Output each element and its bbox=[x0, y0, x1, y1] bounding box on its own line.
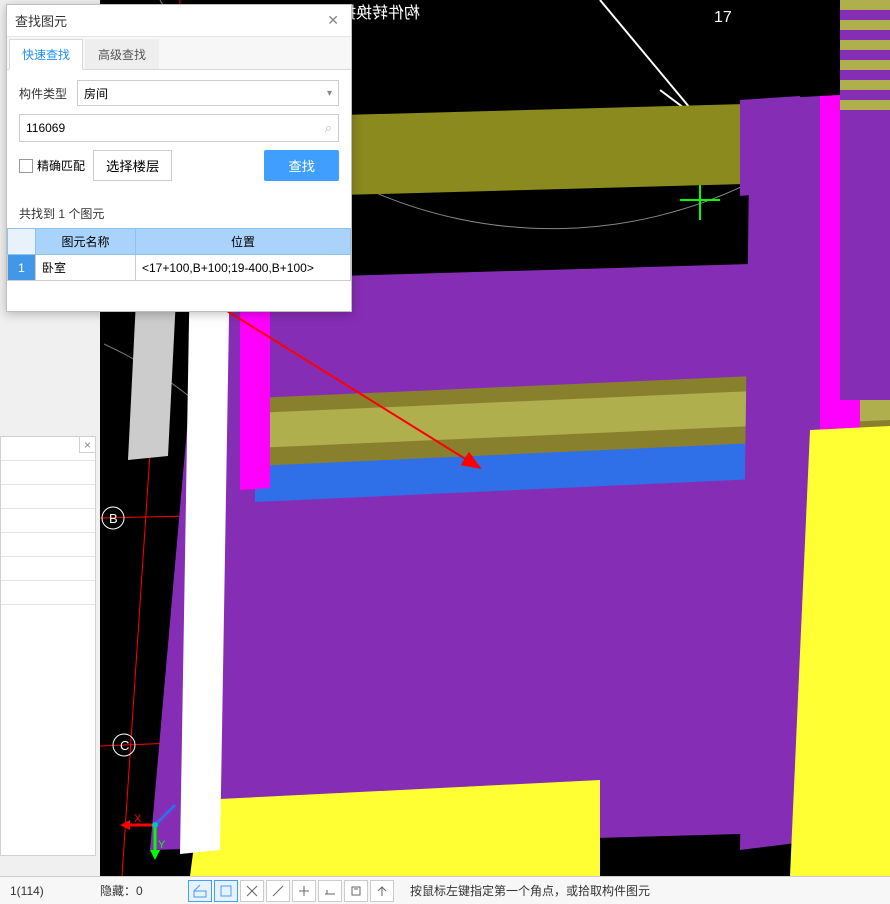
cross-select-icon[interactable] bbox=[240, 880, 264, 902]
exact-match-checkbox[interactable]: 精确匹配 bbox=[19, 157, 85, 174]
type-label: 构件类型 bbox=[19, 85, 69, 102]
ortho-toggle-icon[interactable] bbox=[188, 880, 212, 902]
list-item[interactable] bbox=[1, 461, 95, 485]
box-select-icon[interactable] bbox=[214, 880, 238, 902]
status-hidden: 隐藏：0 bbox=[100, 882, 180, 899]
find-button[interactable]: 查找 bbox=[264, 150, 339, 181]
chevron-down-icon: ▾ bbox=[327, 88, 332, 99]
close-icon[interactable]: ✕ bbox=[323, 12, 343, 29]
exact-match-label: 精确匹配 bbox=[37, 157, 85, 174]
list-item[interactable] bbox=[1, 581, 95, 605]
view-toolbar bbox=[188, 880, 394, 902]
search-value: 116069 bbox=[26, 121, 65, 135]
col-position[interactable]: 位置 bbox=[136, 229, 351, 255]
results-count: 共找到 1 个图元 bbox=[7, 199, 351, 228]
table-header-row: 图元名称 位置 bbox=[8, 229, 351, 255]
text-tool-icon[interactable] bbox=[344, 880, 368, 902]
table-row[interactable]: 1 卧室 <17+100,B+100;19-400,B+100> bbox=[8, 255, 351, 281]
col-name[interactable]: 图元名称 bbox=[36, 229, 136, 255]
list-item[interactable] bbox=[1, 509, 95, 533]
brick-column-right bbox=[840, 0, 890, 230]
results-table: 图元名称 位置 1 卧室 <17+100,B+100;19-400,B+100> bbox=[7, 228, 351, 281]
search-input[interactable]: 116069 ⌕ bbox=[19, 114, 339, 142]
select-floor-button[interactable]: 选择楼层 bbox=[93, 150, 172, 181]
list-item[interactable] bbox=[1, 533, 95, 557]
type-value: 房间 bbox=[84, 85, 108, 102]
status-bar: 1(114) 隐藏：0 按鼠标左键指定第一个角点，或拾取构件图元 bbox=[0, 876, 890, 904]
form-body: 构件类型 房间 ▾ 116069 ⌕ 精确匹配 选择楼层 查找 bbox=[7, 70, 351, 199]
dialog-titlebar[interactable]: 查找图元 ✕ bbox=[7, 5, 351, 37]
row-name: 卧室 bbox=[36, 255, 136, 281]
tab-advanced-find[interactable]: 高级查找 bbox=[85, 39, 159, 69]
list-item[interactable] bbox=[1, 557, 95, 581]
component-type-select[interactable]: 房间 ▾ bbox=[77, 80, 339, 106]
offset-tool-icon[interactable] bbox=[370, 880, 394, 902]
list-item[interactable] bbox=[1, 485, 95, 509]
point-tool-icon[interactable] bbox=[292, 880, 316, 902]
status-coords: 1(114) bbox=[0, 884, 100, 898]
svg-text:B: B bbox=[109, 511, 118, 526]
dialog-tabs: 快速查找 高级查找 bbox=[7, 37, 351, 70]
find-element-dialog: 查找图元 ✕ 快速查找 高级查找 构件类型 房间 ▾ 116069 ⌕ 精确匹配… bbox=[6, 4, 352, 312]
tab-quick-find[interactable]: 快速查找 bbox=[9, 39, 83, 70]
search-icon: ⌕ bbox=[325, 120, 332, 136]
row-position: <17+100,B+100;19-400,B+100> bbox=[136, 255, 351, 281]
side-panel: × bbox=[0, 436, 96, 856]
side-close-icon[interactable]: × bbox=[79, 437, 95, 453]
line-tool-icon[interactable] bbox=[266, 880, 290, 902]
row-index: 1 bbox=[8, 255, 36, 281]
svg-text:17: 17 bbox=[714, 9, 732, 26]
checkbox-icon bbox=[19, 159, 33, 173]
dimension-tool-icon[interactable] bbox=[318, 880, 342, 902]
dialog-title-text: 查找图元 bbox=[15, 11, 67, 30]
status-hint: 按鼠标左键指定第一个角点，或拾取构件图元 bbox=[410, 882, 650, 899]
svg-text:C: C bbox=[120, 738, 129, 753]
col-index bbox=[8, 229, 36, 255]
